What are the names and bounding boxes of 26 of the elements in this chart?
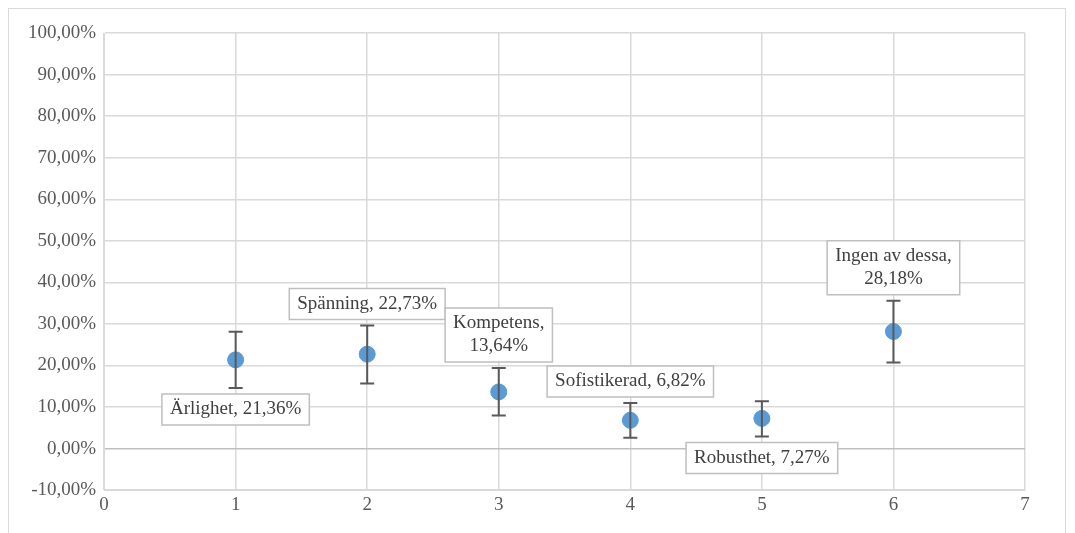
data-label: Ingen av dessa, 28,18% xyxy=(835,244,952,289)
x-tick-label: 1 xyxy=(230,492,241,514)
x-tick-label: 5 xyxy=(757,492,767,514)
data-label: Kompetens, 13,64% xyxy=(453,311,545,356)
y-tick-label: 100,00% xyxy=(28,20,97,42)
y-tick-label: 50,00% xyxy=(37,228,97,250)
data-label: Robusthet, 7,27% xyxy=(694,446,830,468)
y-tick-label: 40,00% xyxy=(37,270,97,292)
y-tick-label: 80,00% xyxy=(37,104,97,126)
y-tick-label: 20,00% xyxy=(37,353,97,375)
y-tick-label: 70,00% xyxy=(37,145,97,167)
data-label: Sofistikerad, 6,82% xyxy=(555,369,706,391)
y-tick-label: 30,00% xyxy=(37,311,97,333)
data-label: Spänning, 22,73% xyxy=(297,292,438,314)
data-label: Ärlighet, 21,36% xyxy=(169,397,302,419)
x-tick-label: 4 xyxy=(625,492,636,514)
y-tick-label: -10,00% xyxy=(31,478,97,500)
y-tick-label: 60,00% xyxy=(37,187,97,209)
x-tick-label: 7 xyxy=(1020,492,1030,514)
y-tick-label: 90,00% xyxy=(37,62,97,84)
x-tick-label: 0 xyxy=(99,492,109,514)
x-tick-label: 6 xyxy=(888,492,899,514)
y-tick-label: 0,00% xyxy=(47,436,97,458)
x-tick-label: 2 xyxy=(362,492,372,514)
y-tick-label: 10,00% xyxy=(37,395,97,417)
x-tick-label: 3 xyxy=(494,492,504,514)
